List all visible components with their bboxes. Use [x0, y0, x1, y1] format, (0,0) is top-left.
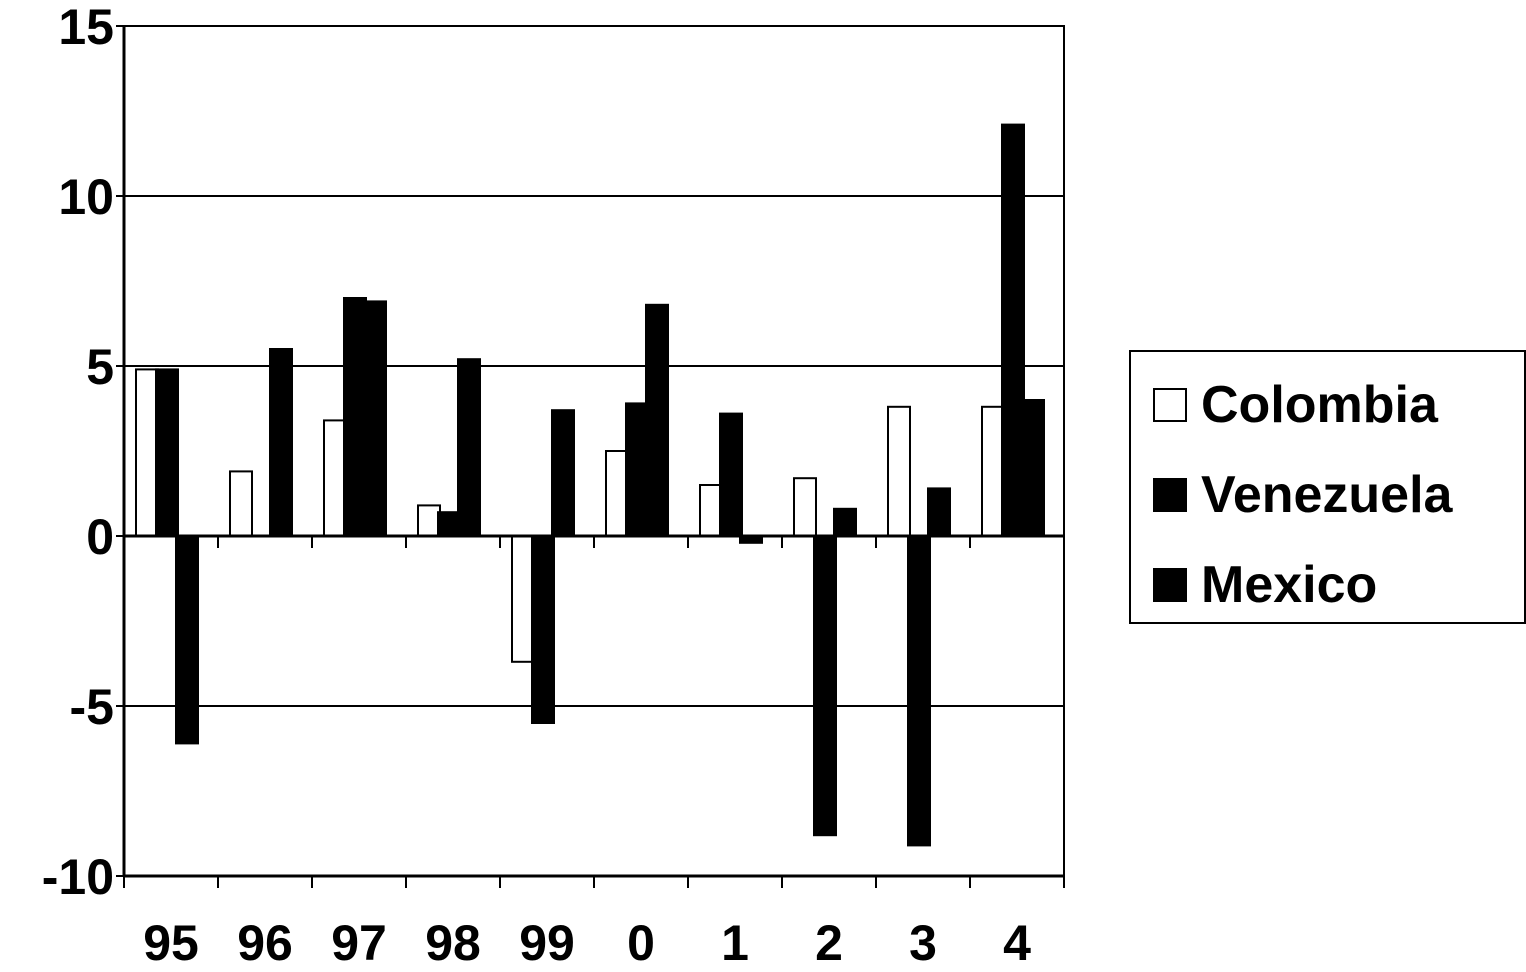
- y-tick-label-15: 15: [58, 0, 114, 55]
- bar-venezuela-95: [155, 368, 179, 537]
- bar-mexico-3: [927, 487, 951, 537]
- bar-mexico-95: [175, 535, 199, 745]
- y-tick-label-0: 0: [86, 509, 114, 565]
- legend-item-colombia: Colombia: [1153, 375, 1438, 435]
- legend-label-venezuela: Venezuela: [1201, 466, 1453, 524]
- bar-venezuela-2: [813, 535, 837, 837]
- bar-venezuela-1: [719, 412, 743, 538]
- bar-mexico-2: [833, 507, 857, 537]
- legend-swatch-venezuela: [1153, 478, 1187, 512]
- bar-venezuela-3: [907, 535, 931, 847]
- bar-venezuela-98: [437, 511, 461, 538]
- bars: [135, 123, 1045, 847]
- x-tick-label-96: 96: [237, 915, 293, 971]
- bar-mexico-98: [457, 358, 481, 538]
- bar-colombia-3: [887, 405, 911, 537]
- y-tick-label--5: -5: [70, 679, 114, 735]
- x-tick-label-2: 2: [815, 915, 843, 971]
- legend-label-colombia: Colombia: [1201, 376, 1438, 434]
- x-tick-label-95: 95: [143, 915, 199, 971]
- legend-item-venezuela: Venezuela: [1153, 465, 1452, 525]
- bar-venezuela-97: [343, 297, 367, 537]
- x-tick-label-98: 98: [425, 915, 481, 971]
- bar-colombia-96: [229, 470, 253, 537]
- bar-mexico-0: [645, 303, 669, 537]
- bar-mexico-96: [269, 348, 293, 537]
- legend: Colombia Venezuela Mexico: [1129, 350, 1526, 624]
- bar-colombia-2: [793, 477, 817, 538]
- x-tick-label-97: 97: [331, 915, 387, 971]
- x-tick-labels: 95 96 97 98 99 0 1 2 3 4: [143, 915, 1031, 971]
- legend-swatch-colombia: [1153, 388, 1187, 422]
- y-tick-label-10: 10: [58, 169, 114, 225]
- x-tick-label-99: 99: [519, 915, 575, 971]
- bar-venezuela-4: [1001, 123, 1025, 537]
- bar-colombia-99: [511, 535, 535, 663]
- bar-colombia-1: [699, 484, 723, 537]
- bar-mexico-97: [363, 300, 387, 537]
- bar-colombia-98: [417, 504, 441, 537]
- x-tick-label-0: 0: [627, 915, 655, 971]
- axes: [116, 25, 1065, 888]
- bar-colombia-0: [605, 450, 629, 537]
- y-tick-labels: 15 10 5 0 -5 -10: [42, 0, 114, 905]
- x-tick-label-4: 4: [1003, 915, 1031, 971]
- x-tick-label-3: 3: [909, 915, 937, 971]
- y-tick-label-5: 5: [86, 339, 114, 395]
- bar-venezuela-0: [625, 402, 649, 537]
- bar-venezuela-99: [531, 535, 555, 724]
- x-tick-label-1: 1: [721, 915, 749, 971]
- bar-mexico-99: [551, 409, 575, 538]
- y-tick-label--10: -10: [42, 849, 114, 905]
- legend-item-mexico: Mexico: [1153, 555, 1377, 615]
- bar-colombia-95: [135, 368, 159, 537]
- legend-swatch-mexico: [1153, 568, 1187, 602]
- bar-mexico-4: [1021, 399, 1045, 537]
- legend-label-mexico: Mexico: [1201, 556, 1378, 614]
- bar-colombia-4: [981, 405, 1005, 537]
- bar-colombia-97: [323, 419, 347, 537]
